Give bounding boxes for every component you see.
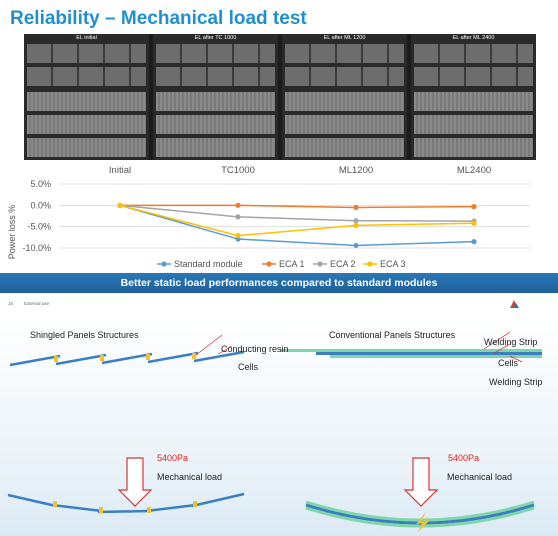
- x-category-label: ML1200: [339, 165, 373, 176]
- diagram-drawing: [7, 331, 542, 532]
- el-label: EL after ML 1200: [323, 35, 366, 41]
- load-value-left: 5400Pa: [157, 453, 189, 463]
- shingled-panel-bent: [7, 492, 245, 514]
- el-panel-tc1000: EL after TC 1000: [153, 34, 278, 160]
- crack-icon: [416, 512, 430, 532]
- legend-label: ECA 2: [330, 259, 356, 269]
- series-line: [120, 204, 475, 209]
- applied-materials-logo: [509, 297, 549, 309]
- el-label: EL after TC 1000: [194, 35, 237, 41]
- page-number: 16: [8, 301, 14, 306]
- series-line: [119, 204, 475, 247]
- load-arrow-right: [403, 457, 439, 507]
- data-point: [353, 242, 359, 249]
- data-point: [353, 218, 359, 224]
- el-panel-initial: EL initial: [24, 34, 149, 160]
- data-point: [353, 204, 359, 211]
- conventional-title: Conventional Panels Structures: [329, 330, 456, 340]
- power-loss-chart: 5.0% 0.0% -5.0% -10.0% Initial TC1000 ML1200 M…: [7, 165, 530, 269]
- data-point: [235, 202, 241, 208]
- welding-strip-top-label: Welding Strip: [484, 337, 538, 347]
- x-category-label: ML2400: [457, 165, 491, 176]
- mechanical-load-left: Mechanical load: [157, 472, 223, 482]
- y-tick-label: 5.0%: [30, 179, 51, 189]
- el-label: EL after ML 2400: [452, 35, 495, 41]
- mechanical-load-diagram: Shingled Panels Structures Conventional …: [0, 312, 558, 536]
- legend-swatch-marker: [266, 261, 272, 267]
- legend-swatch-marker: [317, 261, 323, 267]
- load-value-right: 5400Pa: [448, 453, 480, 463]
- legend-label: Standard module: [174, 259, 243, 269]
- x-category-label: Initial: [109, 165, 131, 176]
- conducting-resin-label: Conducting resin: [221, 344, 289, 354]
- slide-title: Reliability – Mechanical load test: [10, 8, 307, 29]
- conventional-panel-flat: [280, 331, 542, 363]
- conventional-panel-bent: [305, 500, 535, 532]
- conclusion-banner: Better static load performances compared…: [0, 273, 558, 293]
- shingled-title: Shingled Panels Structures: [30, 330, 139, 340]
- cells-label-left: Cells: [238, 362, 259, 372]
- shingled-panel-flat: [9, 334, 245, 367]
- footer-label: External use: [24, 301, 50, 306]
- el-image-strip: EL initial EL after TC 1000 EL after ML …: [24, 34, 536, 160]
- cells-label-right: Cells: [498, 358, 519, 368]
- data-point: [235, 214, 241, 220]
- series-line: [119, 204, 475, 237]
- y-tick-label: 0.0%: [30, 200, 51, 210]
- load-arrow-left: [117, 457, 153, 507]
- data-point: [471, 220, 477, 226]
- data-point: [353, 222, 359, 228]
- el-panel-ml1200: EL after ML 1200: [282, 34, 407, 160]
- mechanical-load-right: Mechanical load: [447, 472, 513, 482]
- legend-label: ECA 1: [279, 259, 305, 269]
- data-point: [235, 233, 241, 239]
- y-tick-label: -10.0%: [22, 243, 51, 253]
- welding-strip-bottom-label: Welding Strip: [489, 377, 543, 387]
- y-axis-label: Power loss %: [7, 205, 17, 260]
- x-category-label: TC1000: [221, 165, 255, 176]
- el-panel-ml2400: EL after ML 2400: [411, 34, 536, 160]
- y-tick-label: -5.0%: [27, 222, 51, 232]
- series-line: [119, 204, 475, 222]
- data-point: [117, 202, 123, 208]
- legend-swatch-marker: [367, 261, 373, 267]
- legend-swatch-marker: [161, 261, 167, 267]
- el-label: EL initial: [76, 35, 97, 41]
- data-point: [471, 239, 477, 245]
- legend-label: ECA 3: [380, 259, 406, 269]
- data-point: [471, 204, 477, 210]
